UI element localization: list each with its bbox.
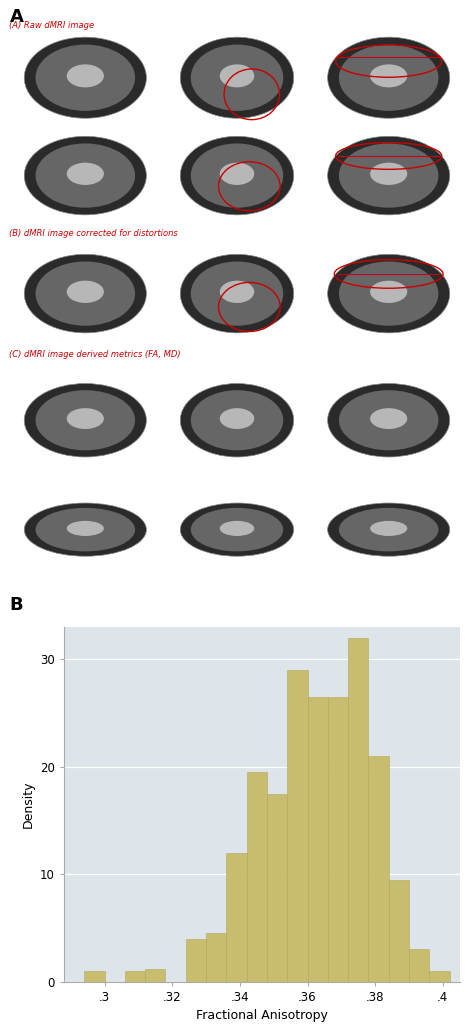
Ellipse shape: [328, 37, 450, 118]
Text: A: A: [9, 8, 23, 27]
Ellipse shape: [24, 137, 146, 215]
Ellipse shape: [220, 65, 254, 87]
Text: L: L: [464, 171, 469, 181]
Ellipse shape: [328, 383, 450, 457]
Bar: [287, 670, 308, 982]
Bar: [246, 772, 267, 982]
Text: R: R: [5, 289, 12, 298]
Ellipse shape: [36, 44, 135, 111]
Ellipse shape: [370, 408, 407, 429]
Bar: [409, 950, 429, 982]
Ellipse shape: [24, 37, 146, 118]
Bar: [125, 971, 145, 982]
Text: R: R: [5, 171, 12, 181]
Ellipse shape: [220, 281, 254, 303]
Ellipse shape: [67, 65, 104, 87]
Ellipse shape: [370, 65, 407, 87]
Text: L: L: [464, 524, 469, 535]
Ellipse shape: [339, 508, 438, 551]
Ellipse shape: [180, 137, 294, 215]
Bar: [348, 637, 368, 982]
Text: L: L: [464, 415, 469, 426]
Bar: [429, 971, 450, 982]
Ellipse shape: [328, 503, 450, 556]
Ellipse shape: [191, 391, 283, 450]
Ellipse shape: [339, 44, 438, 111]
Ellipse shape: [191, 508, 283, 551]
Ellipse shape: [339, 261, 438, 326]
Ellipse shape: [370, 281, 407, 303]
Ellipse shape: [36, 508, 135, 551]
Ellipse shape: [180, 383, 294, 457]
Text: L: L: [464, 73, 469, 82]
Ellipse shape: [67, 521, 104, 536]
Bar: [389, 880, 409, 982]
Text: (B) dMRI image corrected for distortions: (B) dMRI image corrected for distortions: [9, 228, 178, 237]
Text: B: B: [9, 596, 23, 615]
Ellipse shape: [180, 503, 294, 556]
Ellipse shape: [339, 391, 438, 450]
Text: (A) Raw dMRI image: (A) Raw dMRI image: [9, 22, 95, 31]
Ellipse shape: [24, 254, 146, 333]
Ellipse shape: [24, 383, 146, 457]
Ellipse shape: [36, 391, 135, 450]
Ellipse shape: [67, 162, 104, 185]
Bar: [84, 971, 105, 982]
Ellipse shape: [370, 521, 407, 536]
Ellipse shape: [220, 162, 254, 185]
Text: R: R: [5, 415, 12, 426]
Ellipse shape: [220, 521, 254, 536]
Bar: [227, 853, 246, 982]
Bar: [267, 794, 287, 982]
Ellipse shape: [36, 144, 135, 208]
Ellipse shape: [191, 261, 283, 326]
Ellipse shape: [339, 144, 438, 208]
Ellipse shape: [67, 281, 104, 303]
Bar: [308, 697, 328, 982]
Bar: [145, 968, 165, 982]
Ellipse shape: [180, 37, 294, 118]
Ellipse shape: [191, 144, 283, 208]
Bar: [328, 697, 348, 982]
Text: L: L: [464, 289, 469, 298]
Ellipse shape: [220, 408, 254, 429]
Bar: [186, 939, 206, 982]
Ellipse shape: [36, 261, 135, 326]
Ellipse shape: [328, 254, 450, 333]
X-axis label: Fractional Anisotropy: Fractional Anisotropy: [196, 1009, 328, 1022]
Text: R: R: [5, 524, 12, 535]
Bar: [206, 933, 227, 982]
Ellipse shape: [24, 503, 146, 556]
Ellipse shape: [191, 44, 283, 111]
Text: (C) dMRI image derived metrics (FA, MD): (C) dMRI image derived metrics (FA, MD): [9, 350, 181, 359]
Y-axis label: Density: Density: [21, 780, 35, 829]
Ellipse shape: [67, 408, 104, 429]
Ellipse shape: [180, 254, 294, 333]
Text: R: R: [5, 73, 12, 82]
Ellipse shape: [370, 162, 407, 185]
Ellipse shape: [328, 137, 450, 215]
Bar: [368, 756, 389, 982]
